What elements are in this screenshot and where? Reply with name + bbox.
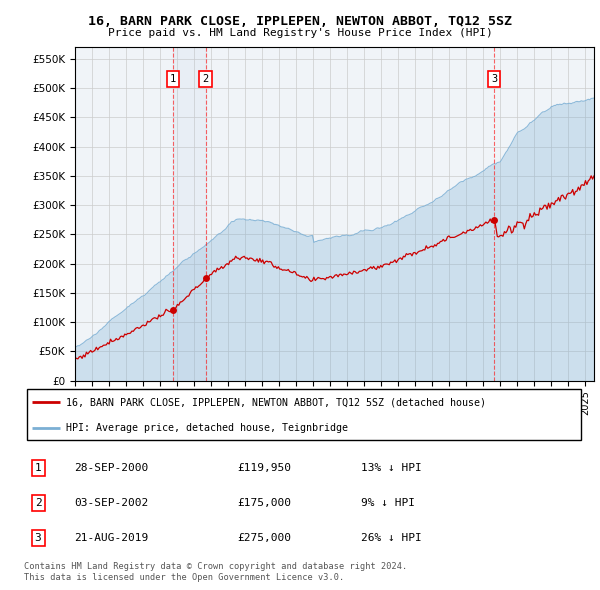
- Text: £275,000: £275,000: [237, 533, 291, 543]
- Text: £119,950: £119,950: [237, 463, 291, 473]
- Text: 26% ↓ HPI: 26% ↓ HPI: [361, 533, 421, 543]
- Text: £175,000: £175,000: [237, 498, 291, 508]
- Text: 1: 1: [35, 463, 41, 473]
- Text: 2: 2: [35, 498, 41, 508]
- Text: Contains HM Land Registry data © Crown copyright and database right 2024.: Contains HM Land Registry data © Crown c…: [24, 562, 407, 571]
- FancyBboxPatch shape: [27, 389, 581, 440]
- Text: 9% ↓ HPI: 9% ↓ HPI: [361, 498, 415, 508]
- Text: 16, BARN PARK CLOSE, IPPLEPEN, NEWTON ABBOT, TQ12 5SZ: 16, BARN PARK CLOSE, IPPLEPEN, NEWTON AB…: [88, 15, 512, 28]
- Text: 3: 3: [491, 74, 497, 84]
- Text: 1: 1: [170, 74, 176, 84]
- Text: 2: 2: [202, 74, 209, 84]
- Bar: [173, 47, 206, 381]
- Text: 13% ↓ HPI: 13% ↓ HPI: [361, 463, 421, 473]
- Text: Price paid vs. HM Land Registry's House Price Index (HPI): Price paid vs. HM Land Registry's House …: [107, 28, 493, 38]
- Text: 03-SEP-2002: 03-SEP-2002: [74, 498, 149, 508]
- Text: 16, BARN PARK CLOSE, IPPLEPEN, NEWTON ABBOT, TQ12 5SZ (detached house): 16, BARN PARK CLOSE, IPPLEPEN, NEWTON AB…: [66, 397, 486, 407]
- Text: 28-SEP-2000: 28-SEP-2000: [74, 463, 149, 473]
- Text: HPI: Average price, detached house, Teignbridge: HPI: Average price, detached house, Teig…: [66, 424, 348, 434]
- Text: 21-AUG-2019: 21-AUG-2019: [74, 533, 149, 543]
- Text: This data is licensed under the Open Government Licence v3.0.: This data is licensed under the Open Gov…: [24, 573, 344, 582]
- Text: 3: 3: [35, 533, 41, 543]
